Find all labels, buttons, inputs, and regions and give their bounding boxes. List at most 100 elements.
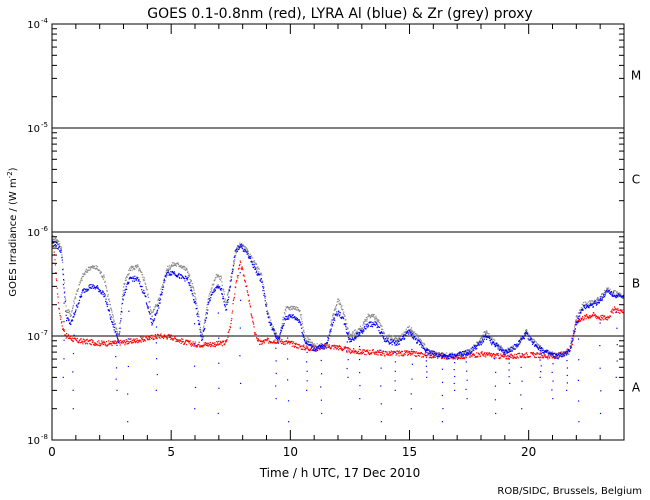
data-point — [317, 345, 319, 348]
data-point — [433, 356, 435, 358]
data-point — [433, 350, 435, 353]
data-point — [397, 350, 399, 353]
data-point — [323, 348, 326, 350]
data-point — [581, 309, 583, 311]
data-point — [466, 349, 468, 351]
data-point — [182, 266, 184, 268]
data-point — [167, 336, 169, 339]
data-point — [601, 299, 603, 302]
data-point — [180, 264, 182, 267]
data-point — [611, 294, 613, 296]
data-point — [81, 340, 83, 342]
data-point — [163, 281, 165, 283]
data-point — [443, 353, 446, 355]
data-point — [342, 316, 344, 318]
data-point — [318, 345, 320, 347]
data-point — [353, 337, 356, 339]
data-point — [500, 349, 502, 351]
data-point — [86, 271, 88, 273]
data-point — [142, 292, 144, 294]
data-point — [502, 355, 504, 358]
data-point — [302, 326, 304, 328]
data-point — [141, 291, 144, 293]
data-point — [229, 286, 231, 289]
data-point — [80, 280, 82, 282]
data-point — [242, 269, 244, 271]
data-point — [351, 339, 353, 341]
data-point — [276, 337, 278, 339]
data-point — [254, 262, 256, 264]
data-point — [97, 288, 99, 290]
data-point — [246, 290, 248, 292]
data-point — [374, 319, 376, 321]
data-point — [187, 271, 189, 273]
data-point — [306, 336, 308, 338]
data-point — [305, 347, 307, 349]
data-point — [577, 315, 579, 317]
data-point-dip — [358, 358, 361, 361]
data-point — [466, 352, 468, 355]
data-point — [163, 336, 165, 338]
data-point — [56, 287, 58, 289]
data-point — [238, 246, 240, 248]
data-point — [517, 345, 519, 347]
data-point — [535, 345, 537, 347]
y-tick-label: 10-5 — [27, 121, 48, 135]
data-point — [275, 331, 277, 333]
data-point — [478, 342, 480, 344]
data-point — [155, 314, 157, 316]
data-point — [456, 358, 459, 360]
data-point-dip — [127, 338, 129, 340]
data-point-dip — [217, 312, 219, 314]
data-point — [473, 344, 475, 346]
data-point — [579, 319, 581, 321]
data-point — [114, 322, 116, 325]
data-point — [72, 304, 75, 307]
data-point — [609, 292, 611, 295]
data-point — [89, 284, 91, 286]
data-point — [503, 351, 505, 353]
data-point — [231, 312, 233, 314]
data-point — [339, 347, 341, 350]
data-point — [620, 309, 622, 311]
data-point — [90, 339, 92, 341]
data-point — [430, 354, 432, 356]
data-point — [621, 294, 623, 297]
data-point — [185, 340, 187, 342]
data-point — [325, 347, 327, 349]
data-point — [297, 307, 299, 309]
data-point — [535, 353, 537, 356]
data-point — [137, 266, 139, 268]
data-point-dip — [194, 344, 196, 346]
data-point — [396, 344, 398, 346]
data-point — [191, 283, 193, 285]
data-point — [309, 339, 311, 341]
data-point — [613, 306, 616, 308]
data-point — [597, 316, 599, 318]
data-point — [525, 329, 527, 331]
data-point — [577, 321, 579, 323]
data-point — [236, 275, 238, 277]
data-point — [316, 350, 318, 352]
data-point — [283, 322, 285, 325]
data-point — [609, 291, 611, 293]
data-point — [172, 339, 174, 341]
data-point — [582, 308, 584, 310]
data-point — [422, 346, 425, 348]
data-point — [325, 346, 327, 348]
data-point — [105, 287, 108, 289]
data-point — [416, 338, 419, 341]
data-point — [319, 347, 321, 349]
data-point — [253, 266, 256, 268]
data-point — [123, 292, 125, 294]
data-point — [444, 353, 446, 355]
data-point — [357, 352, 359, 354]
data-point — [62, 327, 64, 330]
data-point — [549, 354, 552, 356]
data-point — [161, 286, 163, 289]
data-point — [262, 339, 265, 342]
data-point — [497, 348, 499, 350]
data-point — [456, 357, 458, 359]
data-point — [452, 355, 454, 358]
data-point — [246, 253, 248, 255]
